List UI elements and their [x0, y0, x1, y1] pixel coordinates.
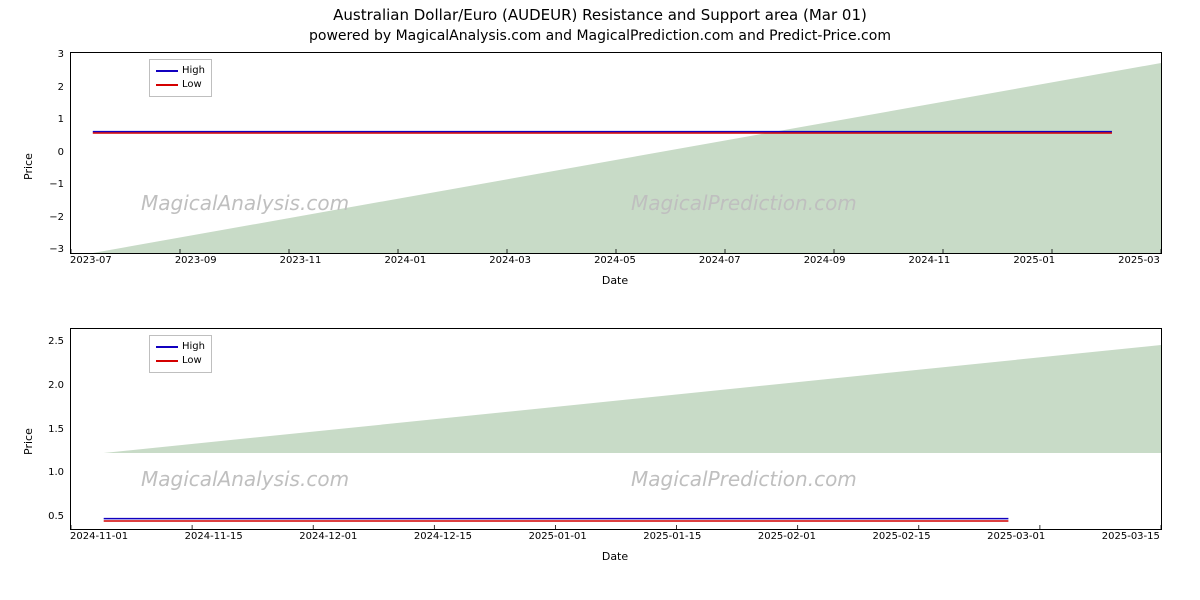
top-xticks: 2023-07 2023-09 2023-11 2024-01 2024-03 2024-…: [70, 255, 1160, 266]
figure-container: Australian Dollar/Euro (AUDEUR) Resistan…: [0, 0, 1200, 600]
tick-label: 0: [30, 147, 64, 158]
tick-label: 2024-09: [804, 255, 846, 266]
watermark-analysis: MagicalAnalysis.com: [141, 467, 349, 491]
tick-label: −1: [30, 179, 64, 190]
top-xlabel: Date: [70, 274, 1160, 287]
tick-label: 2024-07: [699, 255, 741, 266]
top-chart-panel: High Low MagicalAnalysis.com MagicalPred…: [70, 52, 1162, 254]
top-yticks: 3 2 1 0 −1 −2 −3: [30, 49, 64, 255]
legend-item-low: Low: [156, 78, 205, 92]
tick-label: 2024-05: [594, 255, 636, 266]
tick-label: 2025-01: [1013, 255, 1055, 266]
tick-label: −3: [30, 244, 64, 255]
tick-label: 2025-01-01: [529, 531, 587, 542]
tick-label: 2025-01-15: [643, 531, 701, 542]
bottom-xticks: 2024-11-01 2024-11-15 2024-12-01 2024-12-15…: [70, 531, 1160, 542]
tick-label: 2024-12-01: [299, 531, 357, 542]
tick-label: 2023-09: [175, 255, 217, 266]
legend-label-low: Low: [182, 78, 202, 92]
watermark-prediction: MagicalPrediction.com: [631, 467, 857, 491]
legend-label-high: High: [182, 340, 205, 354]
chart-subtitle: powered by MagicalAnalysis.com and Magic…: [0, 28, 1200, 44]
tick-label: 3: [30, 49, 64, 60]
tick-label: −2: [30, 212, 64, 223]
legend-swatch-low: [156, 84, 178, 86]
tick-label: 1: [30, 114, 64, 125]
tick-label: 2025-03-01: [987, 531, 1045, 542]
legend-swatch-high: [156, 346, 178, 348]
top-chart-svg: [71, 53, 1161, 253]
tick-label: 2.5: [30, 336, 64, 347]
bottom-yticks: 2.5 2.0 1.5 1.0 0.5: [30, 336, 64, 522]
legend-swatch-high: [156, 70, 178, 72]
tick-label: 2024-11-15: [185, 531, 243, 542]
tick-label: 2025-02-15: [872, 531, 930, 542]
watermark-prediction: MagicalPrediction.com: [631, 191, 857, 215]
watermark-analysis: MagicalAnalysis.com: [141, 191, 349, 215]
top-legend: High Low: [149, 59, 212, 97]
tick-label: 2023-11: [280, 255, 322, 266]
legend-label-low: Low: [182, 354, 202, 368]
tick-label: 1.0: [30, 467, 64, 478]
tick-label: 2025-03: [1118, 255, 1160, 266]
bottom-chart-svg: [71, 329, 1161, 529]
tick-label: 0.5: [30, 511, 64, 522]
bottom-legend: High Low: [149, 335, 212, 373]
legend-item-high: High: [156, 64, 205, 78]
legend-item-high: High: [156, 340, 205, 354]
tick-label: 2024-11: [909, 255, 951, 266]
tick-label: 2024-11-01: [70, 531, 128, 542]
tick-label: 2025-02-01: [758, 531, 816, 542]
tick-label: 1.5: [30, 424, 64, 435]
tick-label: 2024-01: [384, 255, 426, 266]
legend-swatch-low: [156, 360, 178, 362]
bottom-chart-panel: High Low MagicalAnalysis.com MagicalPred…: [70, 328, 1162, 530]
tick-label: 2024-12-15: [414, 531, 472, 542]
tick-label: 2: [30, 82, 64, 93]
chart-title: Australian Dollar/Euro (AUDEUR) Resistan…: [0, 6, 1200, 24]
tick-label: 2023-07: [70, 255, 112, 266]
tick-label: 2.0: [30, 380, 64, 391]
tick-label: 2025-03-15: [1102, 531, 1160, 542]
legend-item-low: Low: [156, 354, 205, 368]
bottom-xlabel: Date: [70, 550, 1160, 563]
legend-label-high: High: [182, 64, 205, 78]
tick-label: 2024-03: [489, 255, 531, 266]
